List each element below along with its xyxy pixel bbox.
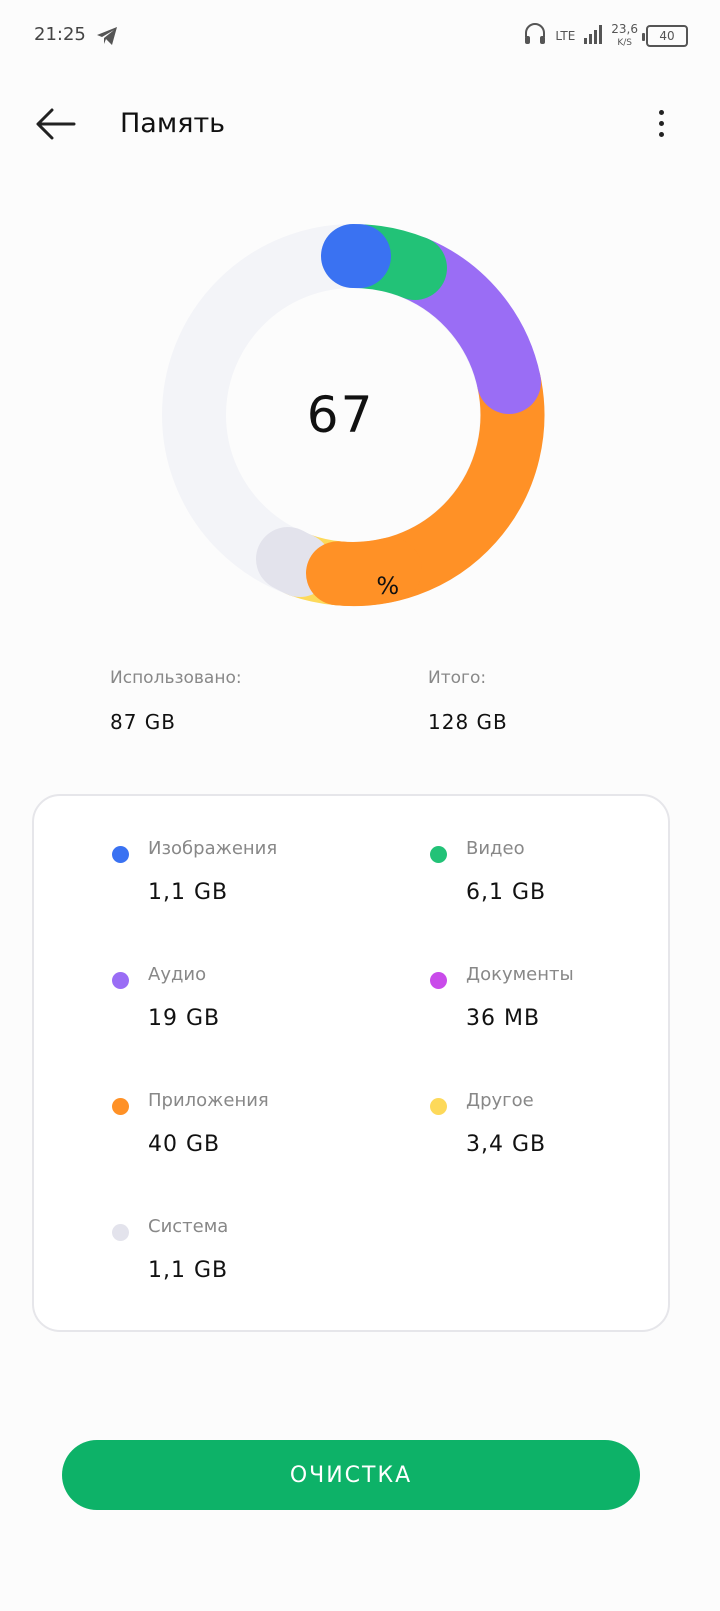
category-value: 1,1 GB <box>148 880 229 905</box>
category-value: 40 GB <box>148 1132 221 1157</box>
speed-unit: K/S <box>617 38 632 48</box>
category-label: Видео <box>466 838 525 859</box>
percent-sign: % <box>376 572 400 600</box>
donut-segment-apps-end <box>306 537 422 606</box>
status-bar: 21:25 LTE 23,6 K/S 40 <box>0 0 720 70</box>
category-system[interactable]: Система 1,1 GB <box>112 1216 392 1296</box>
used-percent: 67 <box>306 386 375 444</box>
more-dot-icon <box>658 120 664 126</box>
battery-icon: 40 <box>642 25 688 47</box>
app-header: Память <box>0 90 720 160</box>
more-options-button[interactable] <box>646 100 676 146</box>
category-documents[interactable]: Документы 36 MB <box>430 964 710 1044</box>
headphones-icon <box>523 22 547 50</box>
storage-donut-chart: 67 % <box>160 222 546 608</box>
donut-segment-system <box>256 527 332 597</box>
more-dot-icon <box>658 131 664 137</box>
system-dot-icon <box>112 1224 129 1241</box>
storage-categories-card: Изображения 1,1 GB Видео 6,1 GB Аудио 19… <box>32 794 670 1332</box>
network-type: LTE <box>555 29 576 43</box>
documents-dot-icon <box>430 972 447 989</box>
page-title: Память <box>120 108 226 139</box>
category-label: Аудио <box>148 964 207 985</box>
category-label: Другое <box>466 1090 534 1111</box>
telegram-icon <box>96 26 118 50</box>
images-dot-icon <box>112 846 129 863</box>
clean-button[interactable]: ОЧИСТКА <box>62 1440 640 1510</box>
category-video[interactable]: Видео 6,1 GB <box>430 838 710 918</box>
audio-dot-icon <box>112 972 129 989</box>
category-audio[interactable]: Аудио 19 GB <box>112 964 392 1044</box>
category-other[interactable]: Другое 3,4 GB <box>430 1090 710 1170</box>
used-value: 87 GB <box>110 710 177 734</box>
category-label: Система <box>148 1216 229 1237</box>
apps-dot-icon <box>112 1098 129 1115</box>
category-label: Документы <box>466 964 574 985</box>
donut-center: 67 % <box>160 222 546 608</box>
category-value: 6,1 GB <box>466 880 547 905</box>
used-label: Использовано: <box>110 668 242 688</box>
other-dot-icon <box>430 1098 447 1115</box>
total-value: 128 GB <box>428 710 508 734</box>
more-dot-icon <box>658 109 664 115</box>
network-speed: 23,6 K/S <box>611 23 638 49</box>
used-summary: Использовано: 87 GB <box>110 668 242 734</box>
category-value: 1,1 GB <box>148 1258 229 1283</box>
category-apps[interactable]: Приложения 40 GB <box>112 1090 392 1170</box>
arrow-left-icon <box>36 108 76 140</box>
category-value: 36 MB <box>466 1006 541 1031</box>
storage-summary: Использовано: 87 GB Итого: 128 GB <box>0 668 720 748</box>
speed-value: 23,6 <box>611 22 638 36</box>
status-icons: LTE 23,6 K/S 40 <box>523 22 688 50</box>
category-label: Приложения <box>148 1090 269 1111</box>
total-label: Итого: <box>428 668 487 688</box>
signal-icon <box>583 24 603 48</box>
category-value: 3,4 GB <box>466 1132 547 1157</box>
category-value: 19 GB <box>148 1006 221 1031</box>
back-button[interactable] <box>28 104 82 144</box>
video-dot-icon <box>430 846 447 863</box>
category-label: Изображения <box>148 838 278 859</box>
category-images[interactable]: Изображения 1,1 GB <box>112 838 392 918</box>
total-summary: Итого: 128 GB <box>428 668 508 734</box>
status-time: 21:25 <box>34 24 86 45</box>
